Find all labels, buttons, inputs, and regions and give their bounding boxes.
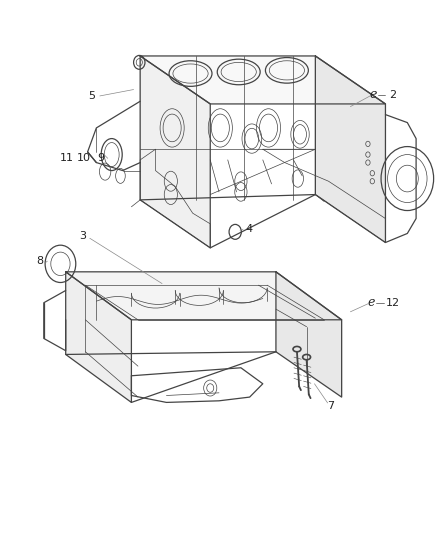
Text: 5: 5 [88, 91, 95, 101]
Text: 8: 8 [37, 256, 44, 266]
Polygon shape [315, 56, 385, 243]
Polygon shape [66, 272, 342, 320]
Text: 3: 3 [79, 231, 86, 240]
Polygon shape [140, 56, 385, 104]
Text: 9: 9 [97, 154, 104, 163]
Text: 7: 7 [327, 401, 334, 411]
Text: 4: 4 [245, 224, 252, 234]
Text: 2: 2 [389, 90, 396, 100]
Text: e: e [368, 296, 375, 309]
Polygon shape [276, 272, 342, 397]
Polygon shape [140, 56, 210, 248]
Text: 10: 10 [77, 154, 91, 163]
Text: e: e [370, 88, 377, 101]
Polygon shape [66, 272, 131, 402]
Text: 12: 12 [386, 298, 400, 308]
Text: 11: 11 [60, 154, 74, 163]
